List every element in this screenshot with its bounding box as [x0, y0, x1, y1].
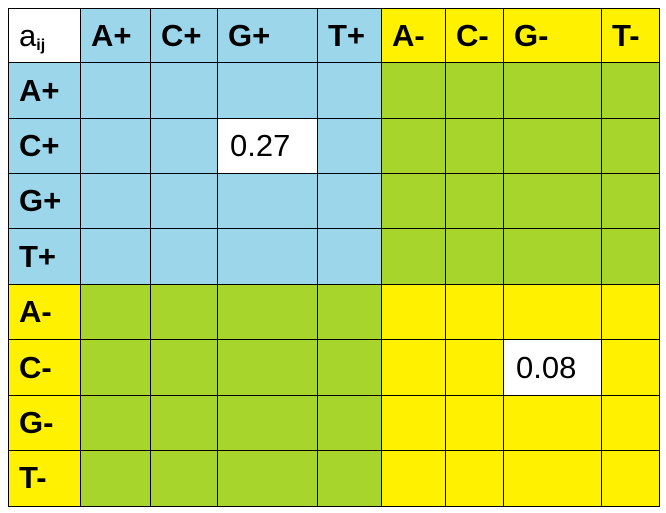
empty-cell	[217, 339, 319, 397]
row-header: A-	[8, 284, 82, 341]
empty-cell	[217, 284, 319, 341]
empty-cell	[317, 173, 383, 230]
empty-cell	[150, 395, 219, 452]
empty-cell	[601, 395, 660, 452]
empty-cell	[445, 62, 505, 120]
empty-cell	[445, 339, 505, 397]
empty-cell	[317, 62, 383, 120]
empty-cell	[80, 284, 152, 341]
column-header: C-	[445, 8, 505, 64]
empty-cell	[217, 395, 319, 452]
empty-cell	[503, 395, 603, 452]
empty-cell	[80, 395, 152, 452]
empty-cell	[601, 62, 660, 120]
empty-cell	[217, 62, 319, 120]
empty-cell	[503, 228, 603, 286]
empty-cell	[503, 450, 603, 507]
row-header: A+	[8, 62, 82, 120]
empty-cell	[381, 228, 447, 286]
empty-cell	[150, 118, 219, 175]
empty-cell	[503, 173, 603, 230]
empty-cell	[381, 450, 447, 507]
empty-cell	[445, 118, 505, 175]
empty-cell	[317, 395, 383, 452]
empty-cell	[503, 284, 603, 341]
row-header: T-	[8, 450, 82, 507]
empty-cell	[445, 450, 505, 507]
empty-cell	[317, 284, 383, 341]
empty-cell	[150, 228, 219, 286]
corner-sub: ij	[36, 36, 46, 54]
empty-cell	[80, 62, 152, 120]
empty-cell	[601, 173, 660, 230]
empty-cell	[80, 339, 152, 397]
empty-cell	[150, 284, 219, 341]
corner-main: a	[19, 17, 37, 53]
empty-cell	[445, 173, 505, 230]
empty-cell	[445, 395, 505, 452]
empty-cell	[317, 118, 383, 175]
column-header: T-	[601, 8, 660, 64]
empty-cell	[381, 62, 447, 120]
empty-cell	[503, 118, 603, 175]
empty-cell	[80, 173, 152, 230]
empty-cell	[381, 118, 447, 175]
empty-cell	[445, 284, 505, 341]
row-header: T+	[8, 228, 82, 286]
empty-cell	[601, 339, 660, 397]
empty-cell	[150, 173, 219, 230]
empty-cell	[503, 62, 603, 120]
row-header: G-	[8, 395, 82, 452]
value-cell: 0.08	[503, 339, 603, 397]
empty-cell	[217, 450, 319, 507]
column-header: T+	[317, 8, 383, 64]
empty-cell	[381, 395, 447, 452]
empty-cell	[150, 339, 219, 397]
column-header: A-	[381, 8, 447, 64]
empty-cell	[381, 339, 447, 397]
empty-cell	[601, 450, 660, 507]
empty-cell	[601, 118, 660, 175]
empty-cell	[80, 450, 152, 507]
empty-cell	[80, 228, 152, 286]
column-header: G+	[217, 8, 319, 64]
empty-cell	[317, 339, 383, 397]
empty-cell	[80, 118, 152, 175]
empty-cell	[150, 450, 219, 507]
corner-cell: a ij	[8, 8, 82, 64]
empty-cell	[601, 284, 660, 341]
empty-cell	[150, 62, 219, 120]
empty-cell	[601, 228, 660, 286]
empty-cell	[317, 450, 383, 507]
empty-cell	[217, 228, 319, 286]
column-header: C+	[150, 8, 219, 64]
value-cell: 0.27	[217, 118, 319, 175]
column-header: G-	[503, 8, 603, 64]
empty-cell	[381, 173, 447, 230]
empty-cell	[317, 228, 383, 286]
row-header: C+	[8, 118, 82, 175]
row-header: G+	[8, 173, 82, 230]
column-header: A+	[80, 8, 152, 64]
empty-cell	[217, 173, 319, 230]
row-header: C-	[8, 339, 82, 397]
empty-cell	[381, 284, 447, 341]
empty-cell	[445, 228, 505, 286]
